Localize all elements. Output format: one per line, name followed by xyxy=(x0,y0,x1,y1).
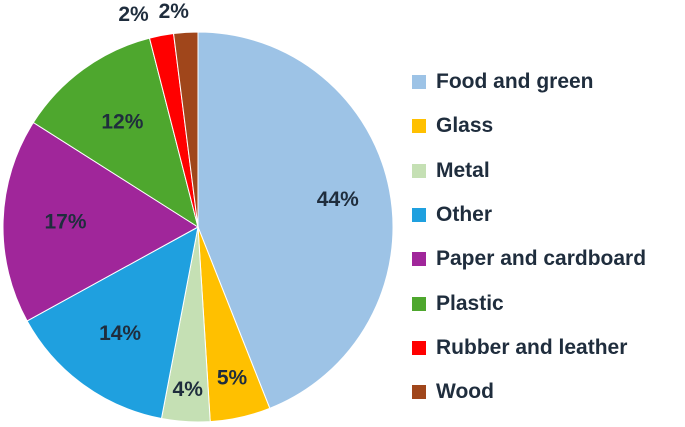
legend-item-glass: Glass xyxy=(412,104,682,148)
legend-label: Paper and cardboard xyxy=(436,247,647,271)
legend-item-wood: Wood xyxy=(412,370,682,414)
legend-swatch xyxy=(412,340,426,355)
pie-chart: 44% 5% 4% 14% 17% 12% 2% 2% xyxy=(2,0,394,423)
legend-label: Plastic xyxy=(436,291,504,315)
legend-swatch xyxy=(412,296,426,311)
legend-item-other: Other xyxy=(412,193,682,237)
legend-item-rubber-and-leather: Rubber and leather xyxy=(412,326,682,370)
legend: Food and green Glass Metal Other Paper a… xyxy=(412,60,682,414)
pie-slice-plastic xyxy=(32,37,199,229)
legend-swatch xyxy=(412,385,426,400)
legend-swatch xyxy=(412,252,426,267)
legend-swatch xyxy=(412,75,426,90)
data-label: 2% xyxy=(118,3,149,26)
legend-item-food-and-green: Food and green xyxy=(412,60,682,104)
pie-slice-wood xyxy=(173,31,199,228)
legend-label: Metal xyxy=(436,158,490,182)
pie-slices xyxy=(2,31,394,423)
data-label: 2% xyxy=(159,0,190,23)
pie-slice-food-and-green xyxy=(197,31,394,409)
data-label: 17% xyxy=(44,210,86,233)
pie-labels: 44% 5% 4% 14% 17% 12% 2% 2% xyxy=(44,0,359,401)
legend-swatch xyxy=(412,119,426,134)
pie-slice-other xyxy=(26,226,199,420)
legend-label: Food and green xyxy=(436,70,594,94)
data-label: 14% xyxy=(99,322,141,345)
legend-label: Wood xyxy=(436,380,494,404)
legend-label: Glass xyxy=(436,114,494,138)
data-label: 4% xyxy=(173,378,204,401)
data-label: 44% xyxy=(317,188,359,211)
pie-slice-paper-and-cardboard xyxy=(2,121,199,322)
legend-label: Other xyxy=(436,203,493,227)
legend-swatch xyxy=(412,208,426,223)
legend-swatch xyxy=(412,163,426,178)
legend-label: Rubber and leather xyxy=(436,335,628,359)
legend-item-metal: Metal xyxy=(412,149,682,193)
data-label: 12% xyxy=(101,110,143,133)
data-label: 5% xyxy=(217,367,248,390)
legend-item-plastic: Plastic xyxy=(412,281,682,325)
legend-item-paper-and-cardboard: Paper and cardboard xyxy=(412,237,682,281)
